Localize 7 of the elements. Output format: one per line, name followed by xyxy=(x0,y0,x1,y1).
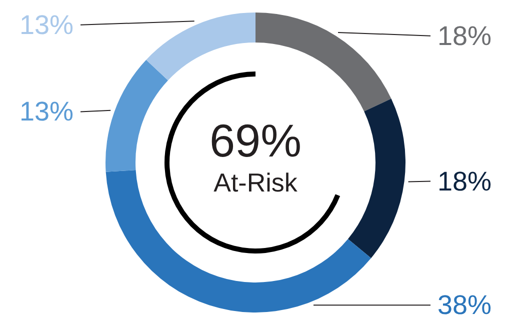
text: At-Risk xyxy=(214,168,298,198)
text: 69% xyxy=(209,114,302,166)
data-label: 13% xyxy=(19,96,74,127)
data-label: 18% xyxy=(438,20,492,51)
data-label: 13% xyxy=(19,10,74,40)
data-label: 18% xyxy=(438,166,492,196)
data-label: 38% xyxy=(438,290,492,320)
